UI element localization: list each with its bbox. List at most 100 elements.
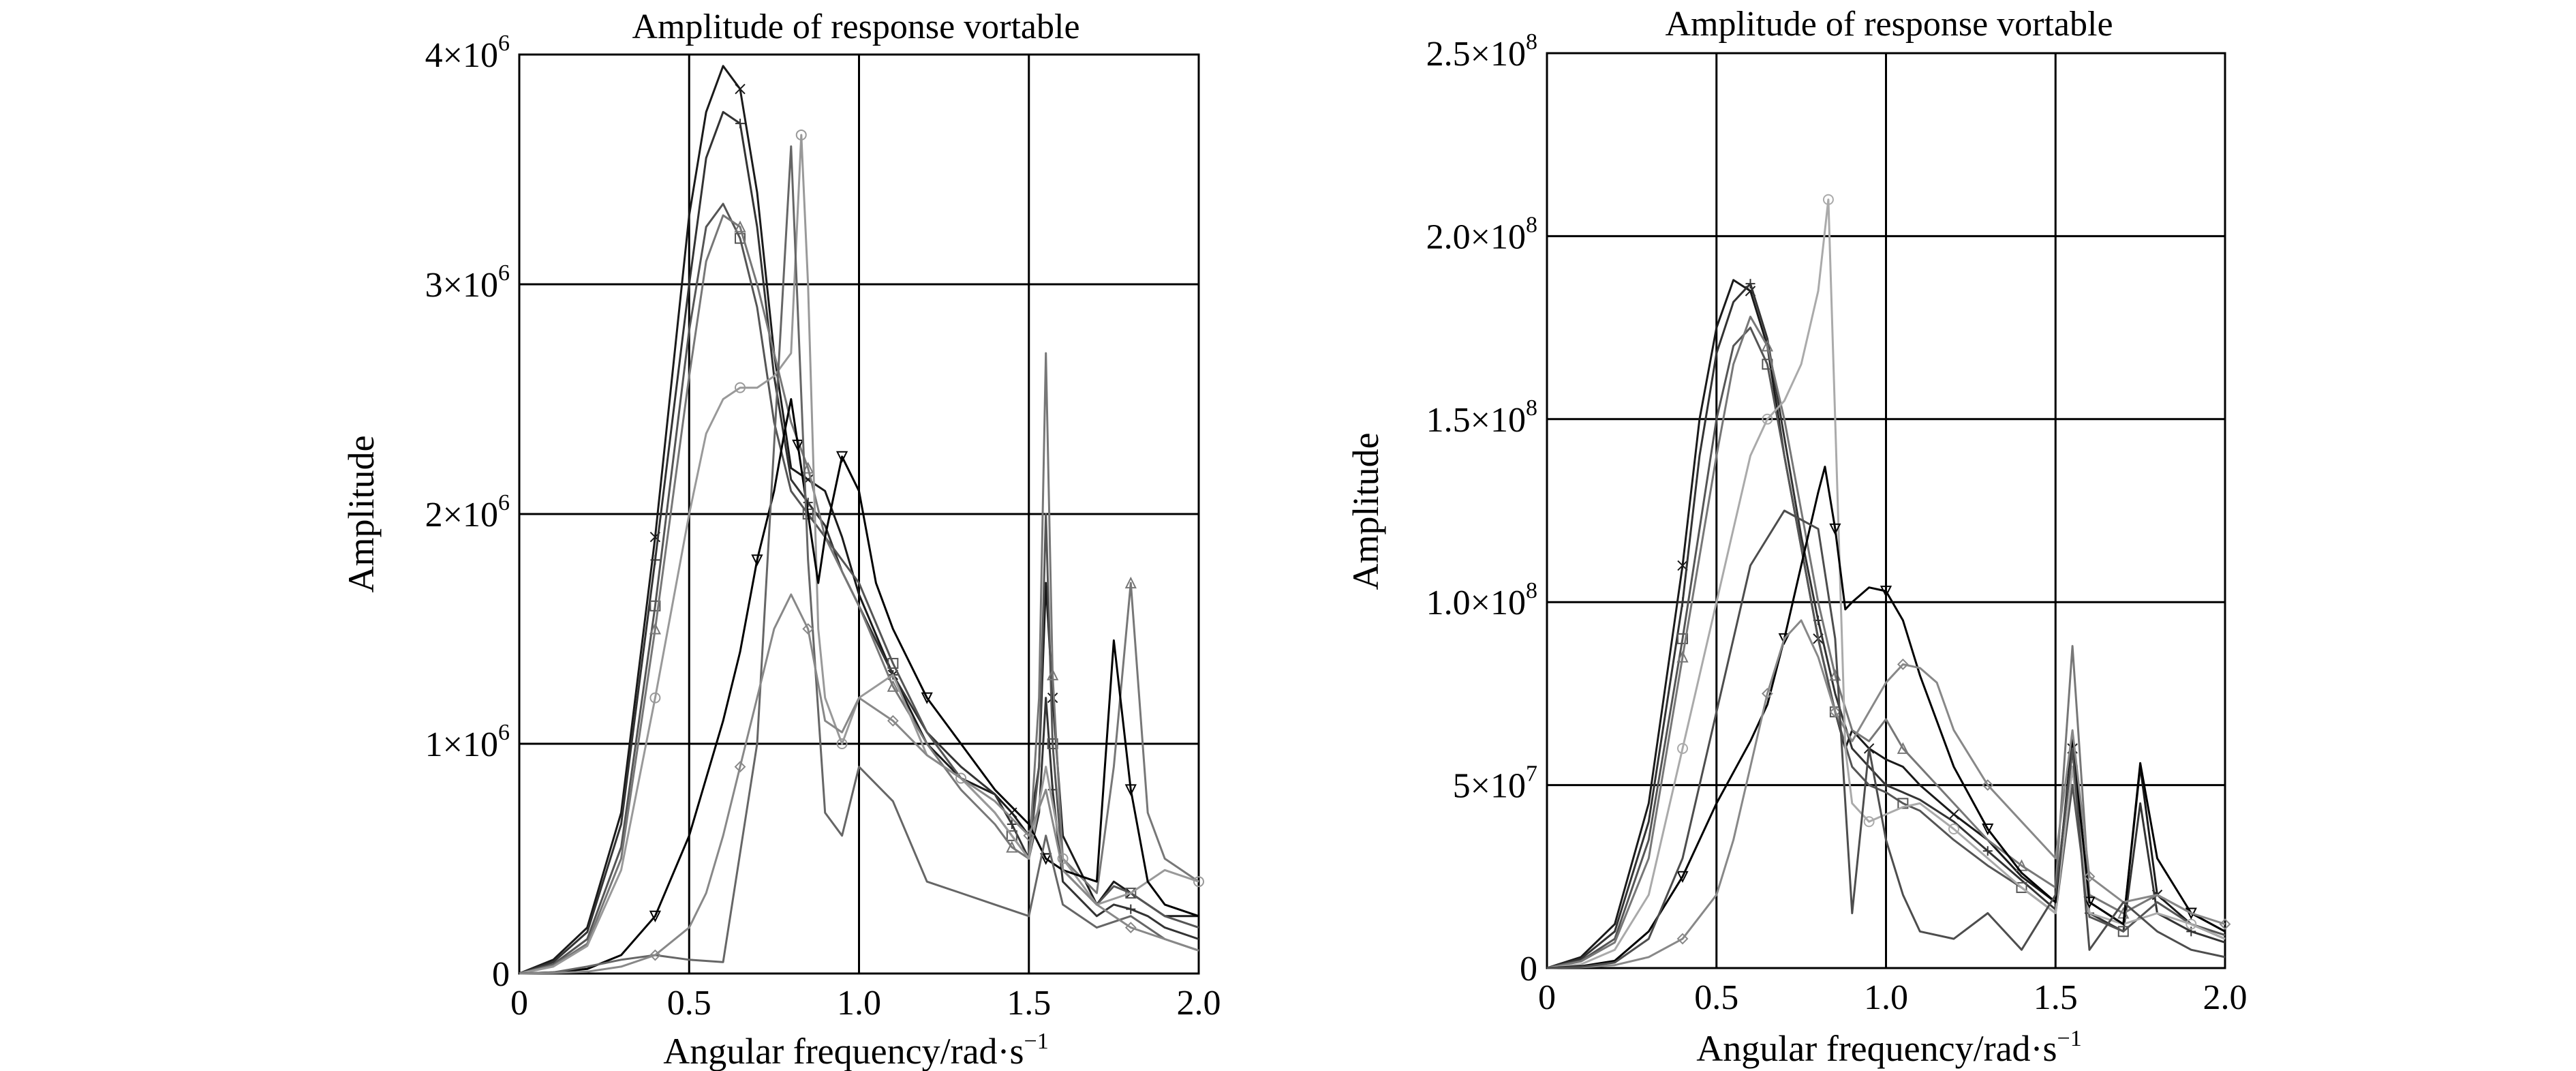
left-series-s3-marker: [1006, 830, 1017, 841]
left-x-axis-label-exponent: −1: [1024, 1029, 1049, 1054]
left-y-tick-label-0: 0: [492, 955, 510, 994]
left-x-axis-label: Angular frequency/rad·s−1: [663, 1029, 1048, 1071]
right-y-tick-mantissa-4: 2.0×10: [1426, 217, 1526, 256]
left-chart-title: Amplitude of response vortable: [632, 7, 1079, 46]
right-x-tick-label-2: 1.0: [1864, 978, 1908, 1017]
right-y-tick-label-2: 1.0×108: [1426, 578, 1537, 622]
right-y-tick-exponent-1: 7: [1526, 761, 1537, 787]
right-series-s6-marker: [1778, 633, 1790, 646]
right-y-tick-mantissa-5: 2.5×10: [1426, 35, 1526, 74]
left-y-tick-mantissa-1: 1×10: [425, 725, 498, 764]
right-chart-title: Amplitude of response vortable: [1665, 5, 2113, 44]
left-series-s5-marker: [795, 129, 807, 140]
right-series-s7-line: [1546, 619, 2226, 969]
left-series-s5-marker: [649, 692, 661, 704]
left-series-s8-marker: [802, 623, 814, 635]
left-series-s4-marker: [1006, 841, 1018, 853]
left-series-s3-marker: [735, 232, 746, 244]
left-series-s4-line: [519, 214, 1199, 975]
left-series-s8-marker: [1023, 830, 1035, 842]
right-x-tick-label-3: 1.5: [2034, 978, 2078, 1017]
right-series-s5-marker: [1863, 816, 1875, 828]
left-chart: Amplitude of response vortable 01×1062×1…: [341, 7, 1221, 1071]
right-y-tick-mantissa-0: 0: [1520, 950, 1537, 989]
right-grid: [1546, 52, 2226, 969]
right-series-s8-line: [1546, 509, 2226, 969]
right-x-tick-label-1: 0.5: [1694, 978, 1738, 1017]
left-series-s4-marker: [734, 220, 746, 232]
left-series-s6-marker: [1124, 784, 1137, 796]
left-x-ticks: 0 0.5 1.0 1.5 2.0: [510, 984, 1221, 1023]
left-series-s6-marker: [921, 692, 933, 704]
right-y-tick-mantissa-3: 1.5×10: [1426, 401, 1526, 440]
right-series-s5-marker: [1822, 194, 1834, 205]
left-y-tick-mantissa-3: 3×10: [425, 266, 498, 305]
left-y-tick-exponent-3: 6: [498, 260, 510, 286]
right-y-axis-label: Amplitude: [1345, 433, 1386, 590]
right-y-tick-mantissa-1: 5×10: [1453, 767, 1526, 806]
left-series-s8-marker: [649, 949, 661, 961]
right-series-s2-line: [1546, 282, 2226, 969]
left-series-s4-marker: [802, 462, 814, 474]
right-y-tick-exponent-3: 8: [1526, 395, 1537, 421]
right-series-s4-marker: [1761, 340, 1773, 352]
left-x-tick-label-4: 2.0: [1177, 984, 1221, 1023]
left-series-s2-marker: [1007, 819, 1017, 829]
right-y-tick-label-1: 5×107: [1453, 761, 1537, 806]
left-series-s3-marker: [887, 658, 899, 669]
left-y-tick-mantissa-2: 2×10: [425, 496, 498, 534]
left-series-s6-marker: [751, 554, 763, 567]
left-series-s1-line: [519, 65, 1199, 975]
right-x-tick-label-4: 2.0: [2203, 978, 2248, 1017]
left-series-s2-line: [519, 110, 1199, 975]
left-series-s5-marker: [1057, 853, 1069, 864]
left-series-s5-marker: [836, 738, 848, 749]
left-y-tick-label-4: 4×106: [425, 31, 510, 75]
left-y-tick-exponent-2: 6: [498, 490, 510, 515]
left-series-s6-marker: [649, 910, 662, 922]
left-series-s4-marker: [1124, 576, 1137, 589]
right-series-s4-marker: [2015, 859, 2028, 871]
right-series-s6-marker: [2083, 896, 2096, 909]
right-series-s4-line: [1546, 316, 2226, 969]
right-x-ticks: 0 0.5 1.0 1.5 2.0: [1538, 978, 2248, 1017]
right-x-tick-label-0: 0: [1538, 978, 1556, 1017]
right-series-s1-marker: [1948, 809, 1959, 820]
left-series-s5-marker: [735, 382, 746, 393]
left-series-s6-marker: [1040, 853, 1052, 865]
right-series-s5-marker: [1948, 824, 1959, 835]
left-grid: [518, 53, 1200, 975]
left-series-s6-line: [519, 398, 1199, 975]
right-series-s7-marker: [1761, 687, 1773, 699]
left-series-s8-line: [519, 593, 1199, 975]
left-x-tick-label-1: 0.5: [667, 984, 711, 1023]
right-series-s7-marker: [1676, 933, 1689, 945]
right-y-tick-label-0: 0: [1520, 950, 1537, 989]
right-series-s7-marker: [1829, 706, 1841, 718]
left-series-s2-marker: [650, 555, 660, 565]
left-series-s2-marker: [735, 119, 746, 129]
right-series-s4-marker: [1897, 742, 1909, 754]
right-y-tick-mantissa-2: 1.0×10: [1426, 584, 1526, 622]
right-x-axis-label-exponent: −1: [2057, 1026, 2082, 1051]
left-x-axis-label-text: Angular frequency/rad·s: [663, 1031, 1024, 1071]
right-series-s2-marker: [1881, 780, 1891, 790]
right-series-group: [1546, 194, 2231, 969]
right-series-s6-marker: [1982, 824, 1994, 836]
right-series-s3-marker: [1677, 633, 1688, 644]
left-series-s1-marker: [735, 83, 746, 95]
left-series-s8-marker: [887, 714, 899, 727]
left-y-tick-label-1: 1×106: [425, 720, 510, 764]
right-series-s4-marker: [1676, 650, 1689, 663]
right-x-axis-label: Angular frequency/rad·s−1: [1696, 1026, 2081, 1069]
left-series-s4-marker: [887, 680, 899, 692]
left-y-tick-label-3: 3×106: [425, 260, 510, 305]
right-y-tick-label-5: 2.5×108: [1426, 29, 1537, 74]
right-y-tick-exponent-5: 8: [1526, 29, 1537, 55]
right-series-s3-marker: [2016, 881, 2027, 893]
left-series-group: [519, 65, 1204, 975]
right-series-s6-marker: [1676, 871, 1689, 884]
left-series-s5-line: [519, 134, 1199, 975]
